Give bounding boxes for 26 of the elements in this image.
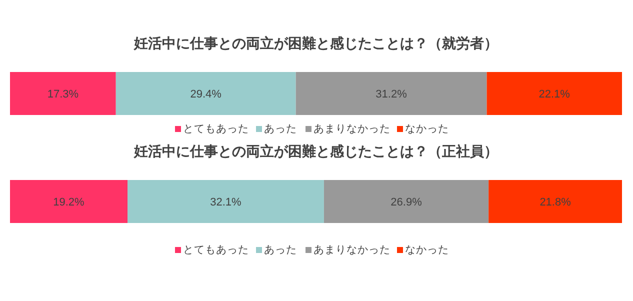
bar [116, 72, 296, 115]
data-label: 26.9% [390, 196, 422, 208]
chart-title: 妊活中に仕事との両立が困難と感じたことは？（正社員） [133, 143, 498, 159]
data-label: 17.3% [47, 88, 79, 100]
legend-label: あまりなかった [314, 123, 390, 135]
data-label: 31.2% [376, 88, 408, 100]
bar [10, 180, 128, 223]
data-label: 32.1% [210, 196, 242, 208]
legend-label: あった [264, 123, 297, 135]
data-label: 19.2% [53, 196, 85, 208]
legend-label: なかった [405, 123, 449, 135]
bar [128, 180, 324, 223]
legend-label: あった [264, 244, 297, 256]
bar [324, 180, 489, 223]
bar [486, 72, 622, 115]
bar [488, 180, 622, 223]
bar [296, 72, 487, 115]
legend-label: なかった [405, 244, 449, 256]
data-label: 22.1% [538, 88, 570, 100]
legend-label: とてもあった [183, 244, 249, 256]
data-label: 29.4% [190, 88, 222, 100]
legend-label: あまりなかった [314, 244, 390, 256]
legend-label: とてもあった [183, 123, 249, 135]
chart-title: 妊活中に仕事との両立が困難と感じたことは？（就労者） [133, 35, 498, 51]
data-label: 21.8% [540, 196, 572, 208]
bar [10, 72, 116, 115]
